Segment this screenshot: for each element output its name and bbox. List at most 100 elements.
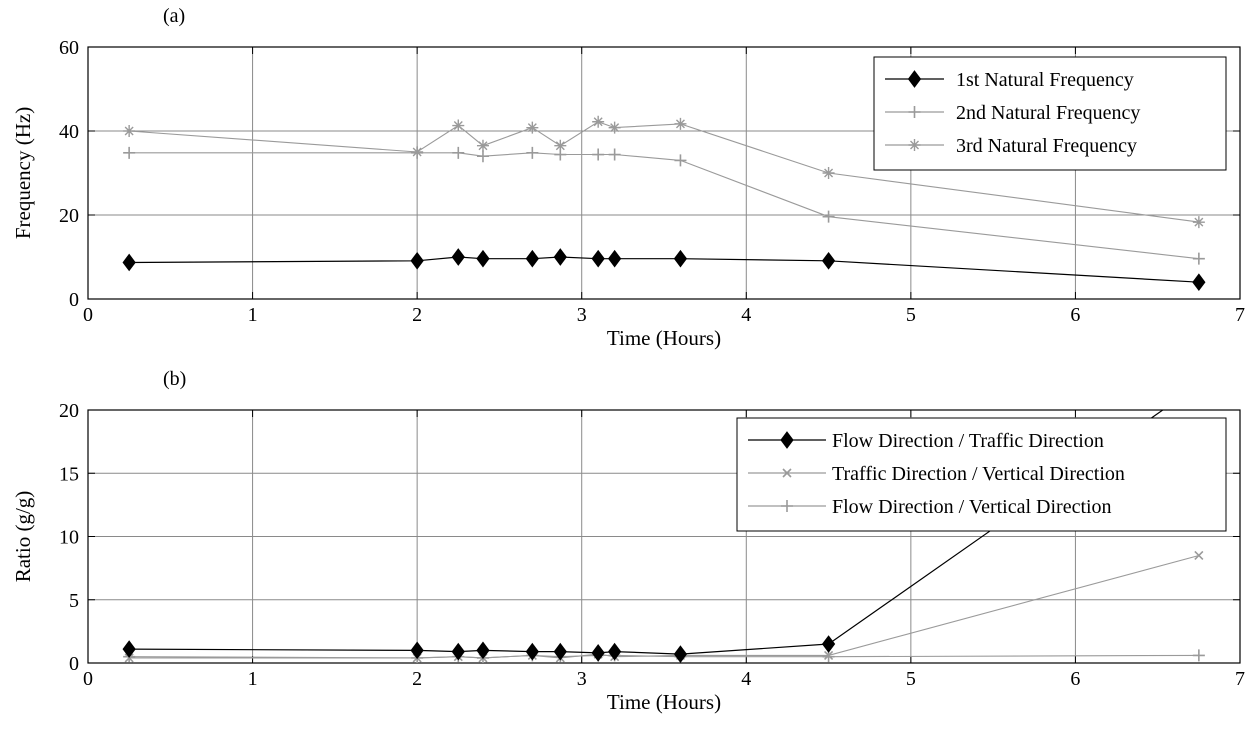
data-point [554,139,567,152]
data-point [673,645,688,663]
data-point [553,642,567,661]
y-tick-label: 20 [59,205,79,227]
data-point [822,167,835,179]
data-point [410,251,424,270]
plot-area-frame [87,46,1241,300]
data-point [824,650,834,660]
x-tick-label: 2 [412,304,422,326]
legend: 1st Natural Frequency 2nd Natural Frequen… [873,56,1227,171]
legend-label: 2nd Natural Frequency [956,102,1140,124]
data-point [1192,216,1205,229]
legend-box [736,417,1227,532]
series-2 [123,146,1205,265]
plot-series [122,115,1206,292]
legend-swatch-marker [780,431,794,449]
data-point [608,121,621,134]
x-tick-label: 0 [83,304,93,326]
x-tick-label: 3 [577,668,587,690]
data-point [476,150,489,163]
y-tick-label: 10 [59,527,79,549]
data-point [476,139,489,152]
x-tick-label: 3 [577,304,587,326]
data-point [822,210,835,223]
data-point [608,148,621,161]
x-tick-label: 5 [906,304,916,326]
data-point [608,249,622,268]
x-tick-label: 4 [741,668,751,690]
data-point [526,146,539,159]
x-axis-label: Time (Hours) [607,326,721,350]
data-point [122,253,136,272]
data-point [123,125,136,137]
legend-label: 1st Natural Frequency [956,69,1134,91]
x-tick-label: 7 [1235,304,1245,326]
x-tick-label: 1 [248,304,258,326]
y-tick-label: 15 [59,463,79,485]
panel-label: (b) [163,368,186,390]
legend-label: Flow Direction / Traffic Direction [832,430,1104,452]
legend: Flow Direction / Traffic Direction Traffi… [736,417,1227,532]
series-1 [122,248,1206,292]
data-point [1194,550,1204,561]
x-tick-label: 6 [1070,304,1080,326]
y-axis-label: Ratio (g/g) [11,491,35,583]
data-point [122,640,136,658]
data-point [553,248,567,266]
y-tick-label: 20 [59,400,79,422]
x-axis-label: Time (Hours) [607,690,721,714]
legend-swatch-marker [908,106,921,118]
data-point [591,644,605,662]
y-tick-label: 0 [69,653,79,675]
x-tick-label: 2 [412,668,422,690]
x-tick-label: 6 [1070,668,1080,690]
y-axis-label: Frequency (Hz) [11,107,35,239]
data-point [592,115,605,128]
x-tick-label: 1 [248,668,258,690]
data-point [1192,252,1205,265]
panel-label: (a) [163,5,185,27]
data-point [592,148,605,161]
data-point [476,641,490,660]
x-tick-label: 0 [83,668,93,690]
x-tick-label: 4 [741,304,751,326]
legend-swatch-marker [782,468,792,478]
y-tick-label: 5 [69,590,79,612]
legend-swatch-marker [781,500,793,512]
legend-label: Flow Direction / Vertical Direction [832,496,1112,518]
legend-label: Traffic Direction / Vertical Direction [832,463,1125,485]
series-line [129,554,1200,659]
data-point [451,248,465,266]
legend-box [873,56,1227,171]
data-point [674,154,687,167]
data-point [124,653,134,663]
y-tick-label: 40 [59,121,79,143]
data-point [451,642,465,661]
data-point [410,641,424,660]
data-point [123,146,136,159]
y-tick-label: 60 [59,37,79,59]
data-point [608,642,622,661]
data-point [452,119,465,132]
data-point [554,148,567,161]
x-tick-label: 7 [1235,668,1245,690]
series-2 [124,550,1204,663]
data-point [411,146,424,159]
data-point [525,642,539,661]
legend-swatch-marker [908,139,921,151]
series-line [129,256,1199,283]
series-1 [122,377,1205,663]
x-tick-label: 5 [906,668,916,690]
plot-series [122,377,1205,663]
data-point [1192,273,1206,292]
data-point [452,146,465,159]
chart-panel-2: 0 1 2 3 4 5 6 7 0 5 10 15 20 Time (Hours) Ratio (g/g) (… [11,368,1245,714]
data-point [526,121,539,134]
data-point [1192,649,1205,662]
data-point [1193,377,1205,393]
data-point [476,249,490,268]
data-point [525,249,539,268]
data-point [821,251,836,270]
legend-label: 3rd Natural Frequency [956,135,1137,157]
data-point [591,249,605,268]
